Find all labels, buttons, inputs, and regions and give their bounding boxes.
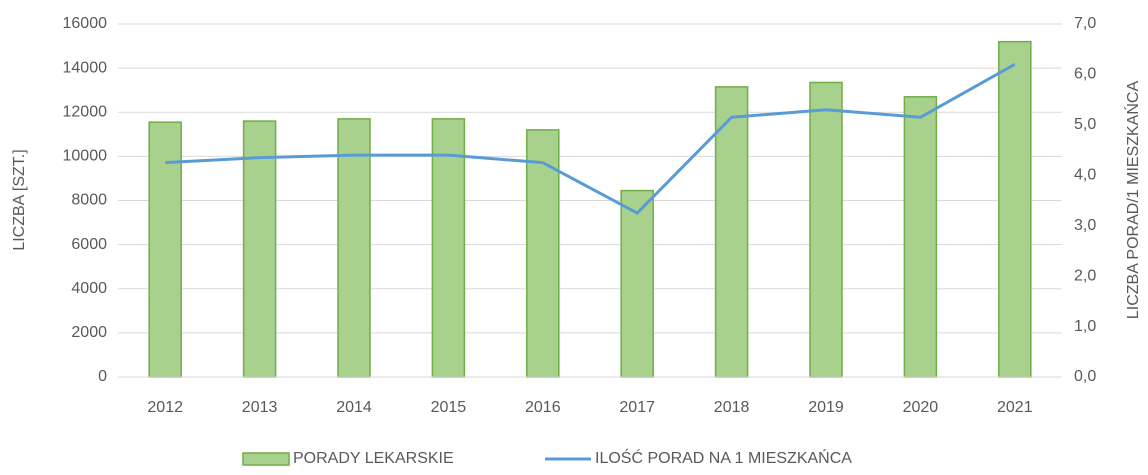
y2-tick-label: 7,0: [1074, 15, 1096, 32]
bar: [148, 121, 182, 378]
y2-axis-label: LICZBA PORAD/1 MIESZKAŃCA: [1123, 81, 1142, 320]
bar: [620, 189, 654, 378]
y2-tick-label: 6,0: [1074, 66, 1096, 83]
x-tick-label: 2016: [525, 399, 561, 416]
bar: [431, 118, 466, 378]
y-tick-label: 0: [98, 368, 107, 385]
x-tick-label: 2021: [997, 399, 1033, 416]
x-tick-label: 2014: [336, 399, 372, 416]
y2-tick-label: 3,0: [1074, 217, 1096, 234]
legend-label: ILOŚĆ PORAD NA 1 MIESZKAŃCA: [595, 448, 852, 467]
x-tick-label: 2020: [903, 399, 939, 416]
y-tick-label: 6000: [71, 236, 107, 253]
y-tick-label: 14000: [63, 59, 108, 76]
x-tick-label: 2017: [619, 399, 655, 416]
legend-swatch: [242, 452, 290, 466]
y-tick-label: 16000: [63, 15, 108, 32]
bar: [337, 118, 371, 378]
line: [165, 63, 1016, 215]
y2-tick-label: 1,0: [1074, 318, 1096, 335]
bar: [998, 40, 1032, 378]
y-axis-label: LICZBA [SZT.]: [11, 149, 28, 250]
y2-tick-label: 2,0: [1074, 267, 1096, 284]
legend-label: PORADY LEKARSKIE: [293, 450, 454, 467]
y2-tick-label: 0,0: [1074, 368, 1096, 385]
x-tick-label: 2015: [431, 399, 467, 416]
y-tick-label: 8000: [71, 192, 107, 209]
y-tick-label: 2000: [71, 324, 107, 341]
y2-tick-label: 4,0: [1074, 167, 1096, 184]
y-tick-label: 12000: [63, 103, 108, 120]
bar: [242, 120, 277, 378]
y2-tick-label: 5,0: [1074, 116, 1096, 133]
y-tick-label: 4000: [71, 280, 107, 297]
bar: [809, 81, 843, 378]
x-tick-label: 2018: [714, 399, 750, 416]
x-tick-label: 2012: [147, 399, 183, 416]
bar: [903, 96, 938, 378]
y-tick-label: 10000: [63, 148, 108, 165]
x-tick-label: 2019: [808, 399, 844, 416]
x-tick-label: 2013: [242, 399, 278, 416]
